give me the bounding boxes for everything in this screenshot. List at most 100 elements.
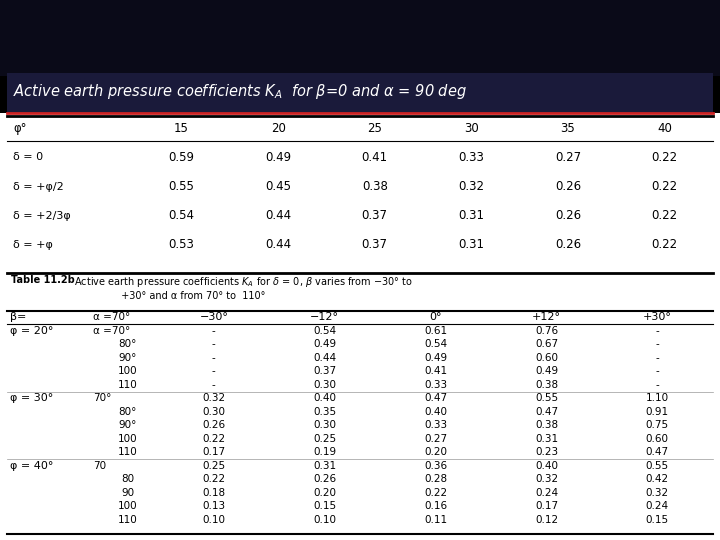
Text: 70: 70 bbox=[93, 461, 106, 471]
Text: 100: 100 bbox=[118, 366, 138, 376]
Text: 30: 30 bbox=[464, 122, 479, 135]
Text: 0.33: 0.33 bbox=[459, 151, 485, 164]
Text: 0.49: 0.49 bbox=[535, 366, 558, 376]
Text: 0.24: 0.24 bbox=[646, 502, 669, 511]
Text: -: - bbox=[212, 339, 216, 349]
Text: 0.60: 0.60 bbox=[646, 434, 669, 444]
Bar bbox=[0, 0, 720, 76]
Text: +12°: +12° bbox=[532, 312, 561, 322]
Text: 0.10: 0.10 bbox=[202, 515, 225, 525]
Text: 0.19: 0.19 bbox=[313, 448, 336, 457]
Text: -: - bbox=[655, 380, 660, 390]
Text: 0.23: 0.23 bbox=[535, 448, 558, 457]
Text: 0.22: 0.22 bbox=[652, 210, 678, 222]
Text: 0.91: 0.91 bbox=[646, 407, 669, 417]
Text: 80°: 80° bbox=[118, 407, 137, 417]
Text: 0.30: 0.30 bbox=[313, 420, 336, 430]
Text: 0.44: 0.44 bbox=[265, 239, 291, 252]
Text: 35: 35 bbox=[561, 122, 575, 135]
Text: −12°: −12° bbox=[310, 312, 339, 322]
Text: 0.35: 0.35 bbox=[313, 407, 336, 417]
Text: 0.32: 0.32 bbox=[646, 488, 669, 498]
Text: 0.30: 0.30 bbox=[202, 407, 225, 417]
Text: φ = 20°: φ = 20° bbox=[10, 326, 53, 336]
Bar bbox=[0, 113, 720, 540]
Text: 0.49: 0.49 bbox=[424, 353, 447, 363]
Text: 0.54: 0.54 bbox=[424, 339, 447, 349]
Text: φ = 30°: φ = 30° bbox=[10, 393, 53, 403]
Text: 0.18: 0.18 bbox=[202, 488, 225, 498]
Text: 0.25: 0.25 bbox=[313, 434, 336, 444]
Text: 100: 100 bbox=[118, 434, 138, 444]
Text: 0.15: 0.15 bbox=[313, 502, 336, 511]
Text: Active earth pressure coefficients $K_A$ for $\delta$ = 0, $\beta$ varies from −: Active earth pressure coefficients $K_A$… bbox=[65, 275, 413, 301]
Text: 0.37: 0.37 bbox=[361, 210, 387, 222]
Text: -: - bbox=[212, 366, 216, 376]
Text: 110: 110 bbox=[118, 515, 138, 525]
Text: 0.31: 0.31 bbox=[313, 461, 336, 471]
Text: 0.17: 0.17 bbox=[202, 448, 225, 457]
Text: 0.26: 0.26 bbox=[555, 180, 581, 193]
Text: 0.10: 0.10 bbox=[313, 515, 336, 525]
Text: 0.30: 0.30 bbox=[313, 380, 336, 390]
Text: 70°: 70° bbox=[93, 393, 112, 403]
Text: 0.47: 0.47 bbox=[535, 407, 558, 417]
Bar bbox=[7, 73, 713, 113]
Text: 0.36: 0.36 bbox=[424, 461, 447, 471]
Text: 0.40: 0.40 bbox=[424, 407, 447, 417]
Text: -: - bbox=[212, 380, 216, 390]
Text: 0.26: 0.26 bbox=[555, 239, 581, 252]
Text: 0.40: 0.40 bbox=[535, 461, 558, 471]
Text: 0.45: 0.45 bbox=[265, 180, 291, 193]
Text: 0.47: 0.47 bbox=[424, 393, 447, 403]
Text: 0.20: 0.20 bbox=[313, 488, 336, 498]
Text: 0.44: 0.44 bbox=[265, 210, 291, 222]
Text: 0.22: 0.22 bbox=[202, 475, 225, 484]
Text: 1.10: 1.10 bbox=[646, 393, 669, 403]
Text: -: - bbox=[655, 339, 660, 349]
Text: β=: β= bbox=[10, 312, 27, 322]
Text: 0.55: 0.55 bbox=[168, 180, 194, 193]
Text: 0.37: 0.37 bbox=[313, 366, 336, 376]
Text: 80°: 80° bbox=[118, 339, 137, 349]
Text: 0.67: 0.67 bbox=[535, 339, 558, 349]
Text: 20: 20 bbox=[271, 122, 286, 135]
Text: 0.61: 0.61 bbox=[424, 326, 447, 336]
Text: 0.24: 0.24 bbox=[535, 488, 558, 498]
Text: 0.27: 0.27 bbox=[424, 434, 447, 444]
Text: α =70°: α =70° bbox=[93, 312, 130, 322]
Text: 0.33: 0.33 bbox=[424, 420, 447, 430]
Text: 0.12: 0.12 bbox=[535, 515, 558, 525]
Text: 0.53: 0.53 bbox=[168, 239, 194, 252]
Text: 90°: 90° bbox=[118, 353, 137, 363]
Text: 0.38: 0.38 bbox=[535, 380, 558, 390]
Text: 0.27: 0.27 bbox=[555, 151, 581, 164]
Text: 0.60: 0.60 bbox=[535, 353, 558, 363]
Text: α =70°: α =70° bbox=[93, 326, 130, 336]
Text: 110: 110 bbox=[118, 380, 138, 390]
Text: 0.22: 0.22 bbox=[652, 151, 678, 164]
Text: φ°: φ° bbox=[13, 122, 27, 135]
Text: 0.22: 0.22 bbox=[652, 180, 678, 193]
Text: 0.55: 0.55 bbox=[535, 393, 558, 403]
Text: 0.37: 0.37 bbox=[361, 239, 387, 252]
Text: 0.22: 0.22 bbox=[652, 239, 678, 252]
Text: +30°: +30° bbox=[643, 312, 672, 322]
Text: 0.31: 0.31 bbox=[459, 239, 485, 252]
Text: 80: 80 bbox=[121, 475, 134, 484]
Text: -: - bbox=[212, 353, 216, 363]
Text: 0.59: 0.59 bbox=[168, 151, 194, 164]
Text: 0.32: 0.32 bbox=[202, 393, 225, 403]
Text: δ = +φ: δ = +φ bbox=[13, 240, 53, 250]
Text: −30°: −30° bbox=[199, 312, 228, 322]
Text: 0.26: 0.26 bbox=[313, 475, 336, 484]
Text: -: - bbox=[212, 326, 216, 336]
Text: 0.54: 0.54 bbox=[168, 210, 194, 222]
Text: 0.17: 0.17 bbox=[535, 502, 558, 511]
Text: 0.41: 0.41 bbox=[424, 366, 447, 376]
Text: Active earth pressure coefficients $K_A$  for $\beta$=0 and $\alpha$ = 90 deg: Active earth pressure coefficients $K_A$… bbox=[13, 82, 467, 100]
Text: 0.22: 0.22 bbox=[424, 488, 447, 498]
Text: δ = +φ/2: δ = +φ/2 bbox=[13, 181, 63, 192]
Text: -: - bbox=[655, 326, 660, 336]
Text: 0.54: 0.54 bbox=[313, 326, 336, 336]
